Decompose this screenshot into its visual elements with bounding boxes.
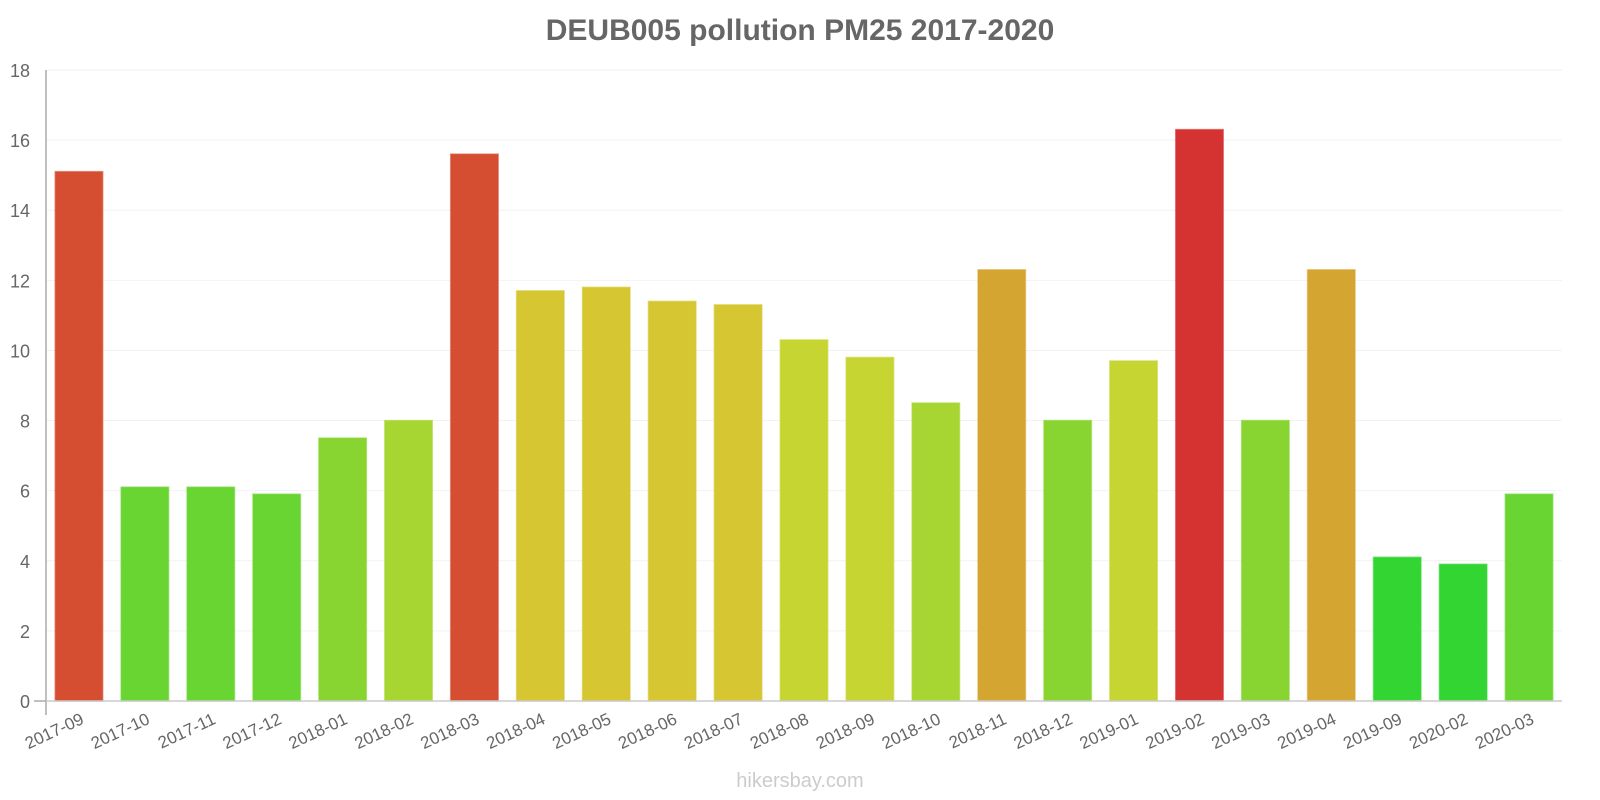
bar-2019-02[interactable] bbox=[1174, 128, 1224, 702]
bar-2019-03[interactable] bbox=[1240, 419, 1290, 702]
chart-title: DEUB005 pollution PM25 2017-2020 bbox=[545, 14, 1055, 47]
x-tick-label: 2017-11 bbox=[155, 709, 218, 752]
bar-2018-11[interactable] bbox=[977, 269, 1027, 702]
x-tick-label: 2018-04 bbox=[483, 709, 548, 753]
y-tick-label: 0 bbox=[20, 692, 30, 712]
y-tick-label: 10 bbox=[10, 341, 30, 361]
x-tick-label: 2018-08 bbox=[747, 709, 812, 753]
x-tick-label: 2018-02 bbox=[352, 709, 417, 753]
x-tick-label: 2018-01 bbox=[286, 709, 351, 753]
x-tick-label: 2020-03 bbox=[1472, 709, 1537, 753]
bar-2017-10[interactable] bbox=[120, 486, 170, 702]
x-tick-label: 2019-09 bbox=[1340, 709, 1405, 753]
bar-2019-01[interactable] bbox=[1109, 360, 1159, 702]
x-tick-label: 2020-02 bbox=[1406, 709, 1471, 753]
bar-2018-06[interactable] bbox=[647, 300, 697, 702]
bar-2019-09[interactable] bbox=[1372, 556, 1422, 702]
y-tick-label: 4 bbox=[20, 552, 30, 572]
x-tick-label: 2018-06 bbox=[615, 709, 680, 753]
x-tick-label: 2019-02 bbox=[1143, 709, 1208, 753]
bar-2018-02[interactable] bbox=[384, 419, 434, 702]
bar-2018-08[interactable] bbox=[779, 339, 829, 702]
x-tick-label: 2018-10 bbox=[879, 709, 944, 753]
y-tick-label: 18 bbox=[10, 61, 30, 81]
y-tick-label: 16 bbox=[10, 131, 30, 151]
x-tick-label: 2019-03 bbox=[1209, 709, 1274, 753]
bar-2018-03[interactable] bbox=[449, 153, 499, 702]
x-tick-label: 2017-12 bbox=[220, 709, 285, 753]
bar-2018-05[interactable] bbox=[581, 286, 631, 702]
bar-2017-12[interactable] bbox=[252, 493, 302, 702]
x-tick-label: 2017-10 bbox=[88, 709, 153, 753]
bar-2017-09[interactable] bbox=[54, 170, 104, 702]
x-tick-label: 2018-09 bbox=[813, 709, 878, 753]
y-tick-label: 6 bbox=[20, 482, 30, 502]
bar-2018-09[interactable] bbox=[845, 356, 895, 702]
bar-2019-04[interactable] bbox=[1306, 269, 1356, 702]
bar-2020-03[interactable] bbox=[1504, 493, 1554, 702]
bar-2018-07[interactable] bbox=[713, 304, 763, 702]
bar-2018-04[interactable] bbox=[515, 290, 565, 702]
x-tick-label: 2019-01 bbox=[1077, 709, 1142, 753]
x-tick-label: 2018-07 bbox=[681, 709, 746, 753]
x-tick-label: 2019-04 bbox=[1274, 709, 1339, 753]
bars bbox=[54, 128, 1554, 702]
x-tick-label: 2017-09 bbox=[22, 709, 87, 753]
y-tick-label: 8 bbox=[20, 412, 30, 432]
bar-2018-10[interactable] bbox=[911, 402, 961, 702]
bar-2020-02[interactable] bbox=[1438, 563, 1488, 702]
x-tick-label: 2018-05 bbox=[549, 709, 614, 753]
y-tick-label: 12 bbox=[10, 271, 30, 291]
watermark: hikersbay.com bbox=[736, 770, 864, 792]
y-tick-label: 2 bbox=[20, 622, 30, 642]
bar-2018-12[interactable] bbox=[1043, 419, 1093, 702]
y-axis: 0 2 4 6 8 10 12 14 16 18 bbox=[10, 61, 47, 715]
bar-2018-01[interactable] bbox=[318, 437, 368, 702]
y-tick-label: 14 bbox=[10, 201, 30, 221]
x-tick-label: 2018-03 bbox=[418, 709, 483, 753]
x-tick-label: 2018-12 bbox=[1011, 709, 1076, 753]
bar-2017-11[interactable] bbox=[186, 486, 236, 702]
x-tick-label: 2018-11 bbox=[946, 709, 1009, 752]
x-axis: 2017-09 2017-10 2017-11 2017-12 2018-01 2018-… bbox=[22, 700, 1562, 753]
